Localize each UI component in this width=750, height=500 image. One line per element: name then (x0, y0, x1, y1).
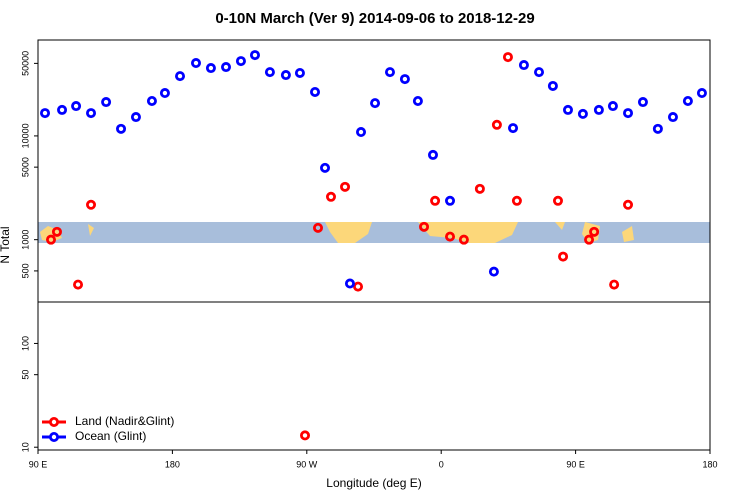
land-shape (40, 226, 62, 242)
point (320, 162, 331, 173)
point (340, 181, 351, 192)
x-tick-label: 90 E (566, 459, 585, 469)
x-tick-label: 0 (439, 459, 444, 469)
point (491, 119, 502, 130)
point (101, 97, 112, 108)
point (116, 123, 127, 134)
point (508, 123, 519, 134)
point (294, 67, 305, 78)
y-tick-label: 5000 (20, 157, 30, 177)
x-tick-label: 90 E (29, 459, 48, 469)
point (577, 108, 588, 119)
point (325, 191, 336, 202)
point (430, 195, 441, 206)
y-tick-label: 10 (20, 442, 30, 452)
point (399, 74, 410, 85)
point (652, 123, 663, 134)
y-tick-label: 1000 (20, 230, 30, 250)
point (589, 226, 600, 237)
point (667, 112, 678, 123)
x-tick-label: 180 (165, 459, 180, 469)
point (518, 60, 529, 71)
x-axis-label: Longitude (deg E) (326, 476, 421, 490)
point (562, 104, 573, 115)
point (51, 226, 62, 237)
point (146, 95, 157, 106)
point (280, 70, 291, 81)
point (130, 112, 141, 123)
legend-marker (49, 416, 60, 427)
point (300, 430, 311, 441)
x-tick-label: 90 W (296, 459, 318, 469)
point (249, 50, 260, 61)
point (86, 108, 97, 119)
point (412, 95, 423, 106)
point (235, 56, 246, 67)
point (511, 195, 522, 206)
point (45, 234, 56, 245)
y-tick-label: 100 (20, 336, 30, 351)
land-shape (622, 226, 634, 242)
point (547, 80, 558, 91)
y-tick-label: 500 (20, 263, 30, 278)
point (458, 234, 469, 245)
land-shape (418, 222, 518, 243)
legend-marker (49, 431, 60, 442)
point (419, 221, 430, 232)
point (427, 149, 438, 160)
point (264, 67, 275, 78)
point (502, 52, 513, 63)
point (310, 86, 321, 97)
land-shape (88, 224, 94, 236)
x-tick-label: 180 (702, 459, 717, 469)
point (71, 101, 82, 112)
point (190, 58, 201, 69)
point (445, 231, 456, 242)
point (40, 108, 51, 119)
point (312, 222, 323, 233)
chart-title: 0-10N March (Ver 9) 2014-09-06 to 2018-1… (215, 10, 534, 27)
point (623, 199, 634, 210)
point (370, 98, 381, 109)
land-shape (555, 222, 565, 230)
point (623, 108, 634, 119)
point (221, 62, 232, 73)
point (534, 67, 545, 78)
y-tick-label: 10000 (20, 123, 30, 148)
point (488, 266, 499, 277)
point (175, 71, 186, 82)
legend-label: Ocean (Glint) (75, 429, 146, 443)
point (682, 95, 693, 106)
y-axis-label: N Total (0, 226, 12, 263)
point (558, 251, 569, 262)
point (73, 279, 84, 290)
plot-frame (37, 39, 711, 451)
point (353, 281, 364, 292)
point (584, 234, 595, 245)
point (205, 63, 216, 74)
legend-label: Land (Nadir&Glint) (75, 414, 174, 428)
land-shape (325, 222, 372, 243)
point (86, 199, 97, 210)
y-tick-label: 50000 (20, 51, 30, 76)
point (474, 183, 485, 194)
y-tick-label: 50 (20, 370, 30, 380)
point (696, 88, 707, 99)
point (445, 195, 456, 206)
point (57, 104, 68, 115)
point (344, 278, 355, 289)
point (593, 104, 604, 115)
ocean-band (38, 222, 710, 243)
point (159, 88, 170, 99)
point (552, 195, 563, 206)
point (609, 279, 620, 290)
point (607, 101, 618, 112)
point (637, 97, 648, 108)
point (384, 67, 395, 78)
map-strip (38, 222, 710, 243)
point (356, 127, 367, 138)
